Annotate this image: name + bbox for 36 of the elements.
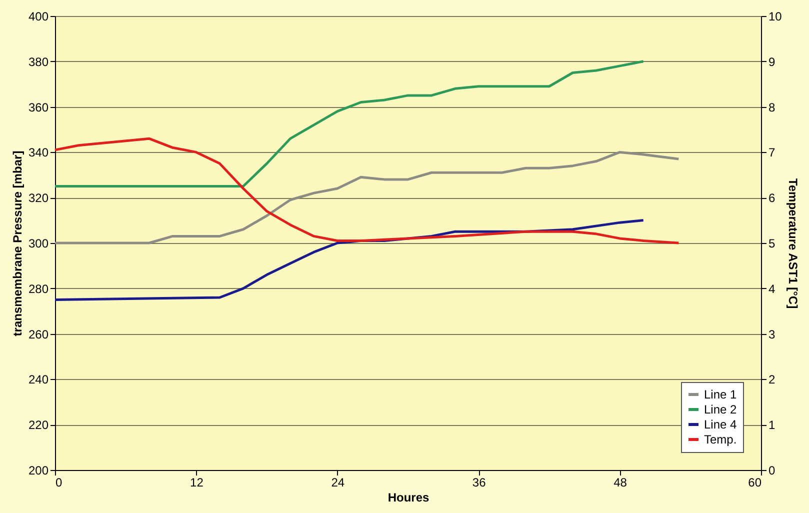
x-tick-label: 48 [614, 476, 628, 490]
x-tick-label: 60 [748, 476, 762, 490]
x-axis-title: Houres [388, 490, 430, 504]
y-tick-label: 340 [28, 146, 49, 160]
y-tick-label: 260 [28, 327, 49, 342]
x-tick-label: 12 [190, 476, 204, 490]
y2-tick-label: 10 [768, 10, 782, 24]
legend-label: Line 1 [704, 388, 738, 402]
x-tick-label: 36 [472, 476, 486, 490]
legend-label: Line 4 [704, 418, 738, 432]
y-tick-label: 240 [28, 372, 49, 387]
y-tick-label: 280 [28, 282, 49, 296]
legend-label: Temp. [704, 432, 737, 446]
y-tick-label: 300 [28, 236, 49, 250]
y2-axis-title: Temperature AST1 [°C] [786, 178, 800, 309]
y2-tick-label: 5 [768, 236, 776, 250]
y2-tick-label: 0 [768, 464, 776, 478]
y-axis-title: transmembrane Pressure [mbar] [10, 150, 24, 336]
x-tick-label: 0 [56, 476, 62, 490]
line-series [54, 60, 645, 188]
legend-label: Line 2 [704, 402, 738, 416]
y-tick-label: 380 [28, 54, 49, 69]
y2-tick-label: 7 [768, 146, 776, 160]
y-tick-label: 360 [28, 100, 49, 114]
y-tick-label: 400 [28, 10, 49, 24]
y2-tick-label: 2 [768, 372, 776, 387]
x-tick-label: 24 [331, 476, 345, 490]
y2-tick-label: 6 [768, 191, 776, 206]
y2-tick-label: 3 [768, 327, 776, 342]
y2-tick-label: 1 [768, 418, 776, 432]
y2-tick-label: 9 [768, 54, 776, 69]
y2-tick-label: 8 [768, 100, 776, 114]
y-tick-label: 200 [28, 464, 49, 478]
y-tick-label: 320 [28, 191, 49, 206]
y-tick-label: 220 [28, 418, 49, 432]
y2-tick-label: 4 [768, 282, 776, 296]
